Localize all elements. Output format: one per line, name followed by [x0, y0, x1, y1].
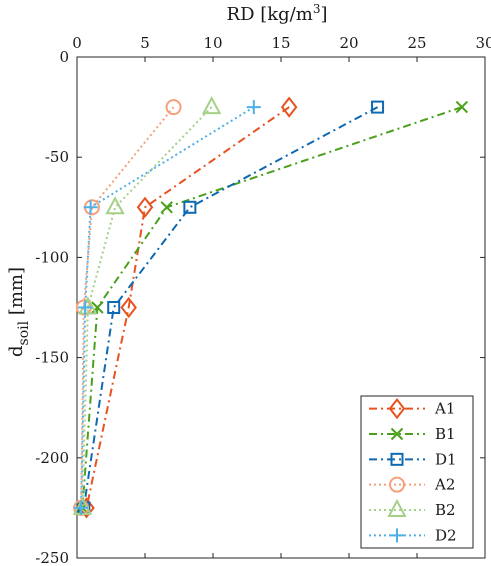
- series-d2: [74, 100, 261, 515]
- data-point-b1: [455, 100, 469, 114]
- y-axis-ticks: 0 -50 -100 -150 -200 -250: [35, 48, 485, 566]
- data-point-d1: [371, 100, 385, 114]
- data-point-d2: [83, 200, 98, 215]
- series-line-a2: [80, 106, 175, 508]
- legend-label: A2: [434, 476, 455, 494]
- series-line-b1: [81, 106, 463, 508]
- legend-label: D2: [435, 526, 457, 544]
- x-axis-title-close: ]: [320, 4, 327, 25]
- legend-label: B1: [435, 425, 456, 443]
- data-point-a1: [120, 296, 137, 319]
- series-d1: [77, 100, 385, 515]
- legend-marker: [389, 476, 405, 493]
- series-layer: [72, 95, 469, 519]
- data-point-b2: [105, 196, 125, 215]
- data-point-d2: [74, 500, 89, 515]
- x-axis-title-sup: 3: [313, 2, 321, 16]
- y-axis-title-unit: [mm]: [6, 267, 27, 321]
- data-point-a2: [165, 99, 182, 116]
- legend-item-a1: A1: [369, 398, 455, 420]
- data-point-a1: [136, 196, 154, 218]
- x-axis-title-main: RD [kg/m: [227, 4, 313, 25]
- legend-label: D1: [435, 450, 457, 468]
- legend: A1 B1 D1 A2 B2 D2: [360, 395, 474, 549]
- x-tick-label: 30: [475, 34, 491, 52]
- legend-marker: [388, 398, 406, 420]
- x-tick-label: 15: [271, 34, 290, 52]
- data-point-d2: [78, 300, 93, 315]
- y-axis-title-sub: soil: [16, 320, 32, 345]
- legend-marker: [390, 528, 404, 543]
- legend-marker: [390, 427, 404, 441]
- legend-item-b2: B2: [369, 498, 456, 519]
- y-tick-label: -150: [35, 349, 69, 367]
- y-tick-label: -200: [35, 449, 69, 467]
- x-tick-label: 10: [203, 34, 222, 52]
- y-tick-label: -250: [35, 549, 69, 566]
- legend-label: B2: [435, 501, 456, 519]
- x-tick-label: 20: [339, 34, 358, 52]
- series-line-a1: [85, 106, 290, 509]
- x-tick-label: 5: [140, 34, 150, 52]
- legend-marker: [390, 452, 404, 466]
- x-tick-label: 0: [72, 34, 82, 52]
- x-axis-title: RD [kg/m3]: [227, 2, 328, 25]
- data-point-d2: [246, 100, 261, 115]
- data-point-b2: [78, 296, 98, 315]
- data-point-b2: [72, 496, 93, 515]
- y-axis-title: dsoil [mm]: [6, 267, 32, 357]
- y-tick-label: -50: [45, 148, 69, 166]
- series-line-d2: [80, 106, 255, 508]
- legend-item-d1: D1: [369, 450, 457, 468]
- series-b2: [72, 95, 222, 515]
- legend-label: A1: [434, 400, 455, 418]
- y-axis-title-main: d: [6, 345, 27, 357]
- data-point-a1: [280, 96, 298, 118]
- legend-item-a2: A2: [369, 476, 455, 494]
- series-line-b2: [81, 106, 213, 508]
- legend-item-b1: B1: [369, 425, 456, 443]
- legend-box: [360, 395, 474, 549]
- data-point-b1: [160, 201, 173, 214]
- data-point-d1: [107, 301, 121, 314]
- data-point-b2: [201, 95, 222, 115]
- x-axis-ticks: 0 5 10 15 20 25 30: [72, 34, 491, 558]
- legend-marker: [387, 498, 407, 517]
- y-tick-label: -100: [35, 248, 69, 266]
- y-tick-label: 0: [59, 48, 69, 66]
- x-tick-label: 25: [407, 34, 426, 52]
- series-a1: [78, 96, 298, 519]
- data-point-d1: [183, 200, 197, 214]
- legend-item-d2: D2: [369, 526, 457, 544]
- series-line-d1: [82, 106, 379, 509]
